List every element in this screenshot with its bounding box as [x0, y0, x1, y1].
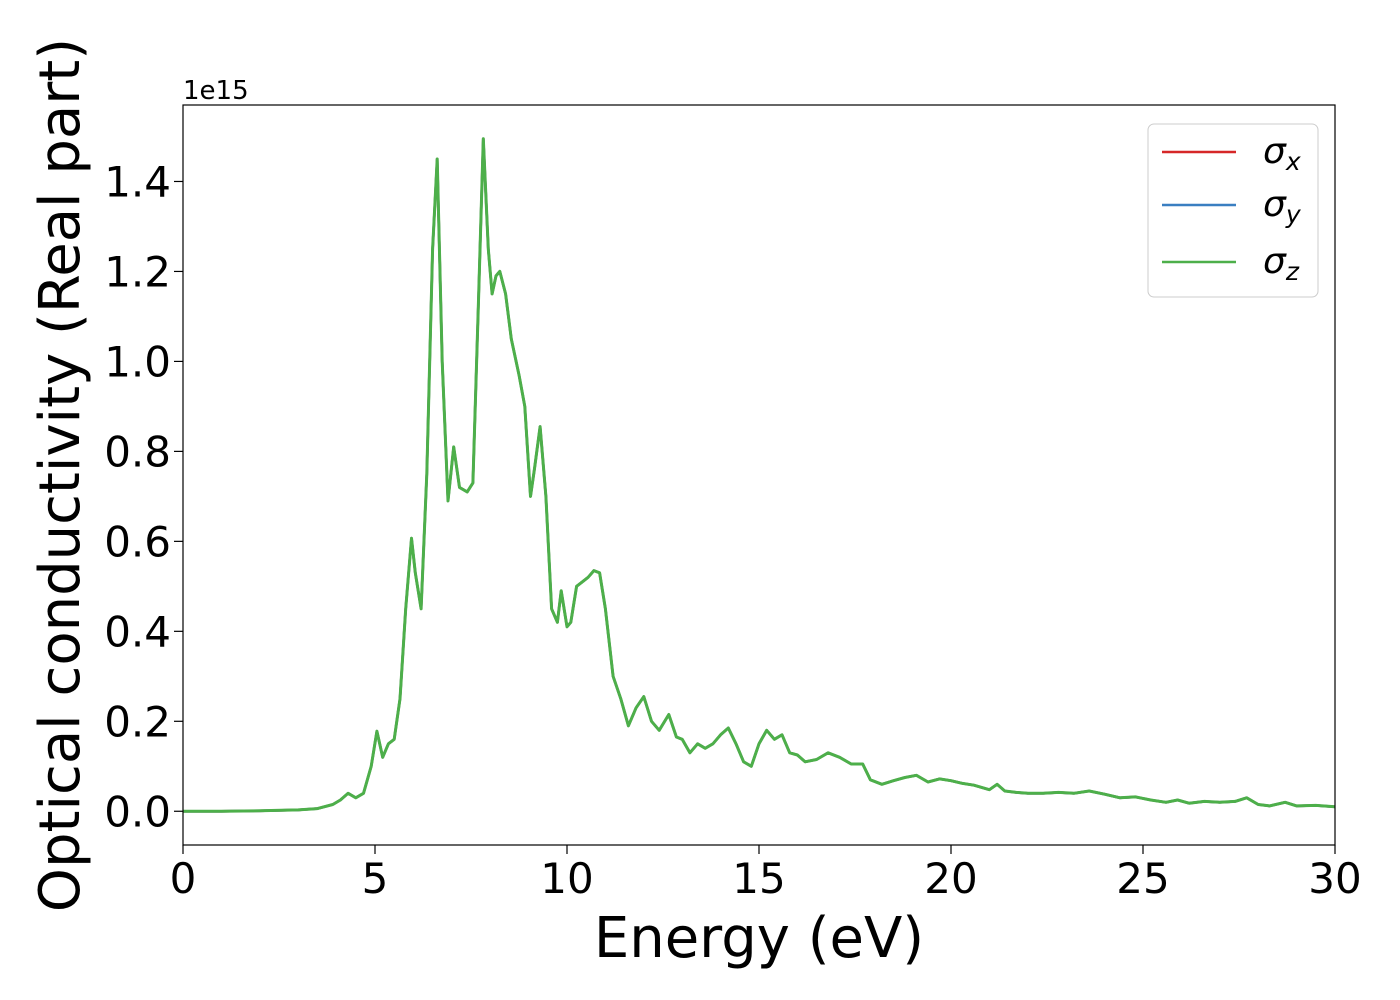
- y-tick-label: 0.6: [104, 517, 171, 566]
- x-axis-label: Energy (eV): [594, 906, 924, 971]
- x-tick-label: 5: [362, 854, 389, 903]
- legend-subscript: x: [1285, 147, 1301, 176]
- y-tick-label: 0.4: [104, 607, 171, 656]
- y-tick-label: 1.4: [104, 157, 171, 206]
- x-axis: 0 5 10 15 20 25 30: [170, 845, 1362, 903]
- x-tick-label: 0: [170, 854, 197, 903]
- x-tick-label: 20: [924, 854, 977, 903]
- series-line-sigma-z: [183, 137, 1336, 813]
- y-tick-label: 1.0: [104, 337, 171, 386]
- y-offset-label: 1e15: [183, 76, 249, 106]
- x-tick-label: 25: [1116, 854, 1169, 903]
- legend-subscript: z: [1285, 257, 1300, 286]
- x-tick-label: 10: [540, 854, 593, 903]
- x-tick-label: 30: [1308, 854, 1361, 903]
- legend-subscript: y: [1285, 200, 1302, 229]
- y-tick-label: 0.0: [104, 787, 171, 836]
- y-axis-label: Optical conductivity (Real part): [28, 38, 93, 912]
- y-tick-label: 0.2: [104, 697, 171, 746]
- series-layer: [183, 137, 1336, 813]
- y-tick-label: 0.8: [104, 427, 171, 476]
- x-tick-label: 15: [732, 854, 785, 903]
- y-tick-label: 1.2: [104, 247, 171, 296]
- legend-box: [1147, 123, 1319, 298]
- y-axis: 0.0 0.2 0.4 0.6 0.8 1.0 1.2 1.4: [104, 157, 183, 836]
